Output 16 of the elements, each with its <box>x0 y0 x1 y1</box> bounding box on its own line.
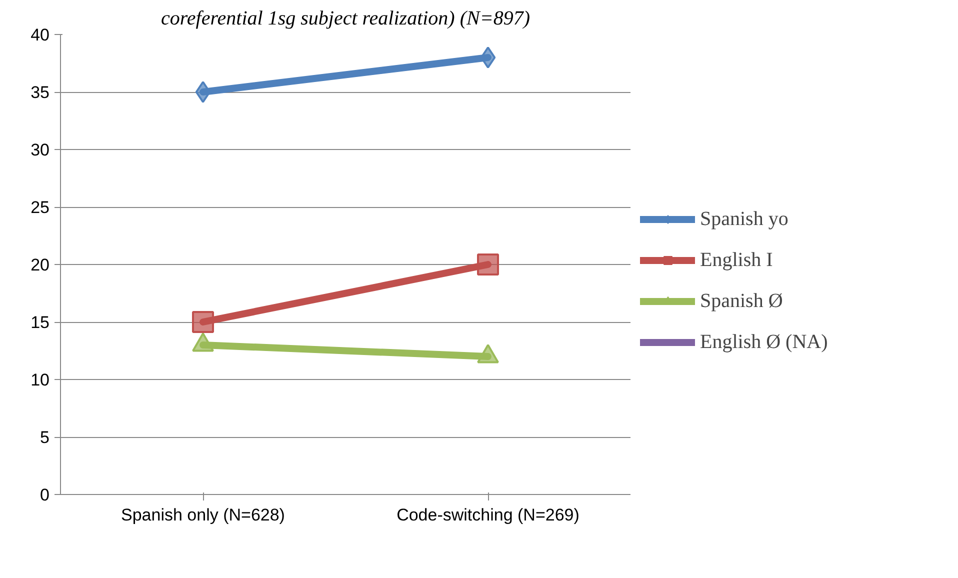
x-tick-label: Code-switching (N=269) <box>396 506 580 524</box>
legend-label: English I <box>700 248 773 272</box>
y-tick-label: 0 <box>40 486 50 504</box>
y-tick-label: 25 <box>30 198 50 217</box>
legend-label: English Ø (NA) <box>700 330 828 354</box>
y-tick-label: 30 <box>30 140 50 160</box>
y-tick-label: 10 <box>30 370 50 390</box>
legend-label: Spanish Ø <box>700 290 783 312</box>
y-tick-label: 35 <box>30 83 50 102</box>
y-tick-label: 20 <box>30 256 50 274</box>
chart-title: coreferential 1sg subject realization) (N=897) <box>161 8 530 30</box>
legend-label: Spanish yo <box>700 208 788 230</box>
x-tick-label: Spanish only (N=628) <box>121 506 285 524</box>
y-tick-label: 15 <box>30 313 50 332</box>
y-tick-label: 40 <box>30 26 50 44</box>
y-tick-label: 5 <box>40 428 50 447</box>
